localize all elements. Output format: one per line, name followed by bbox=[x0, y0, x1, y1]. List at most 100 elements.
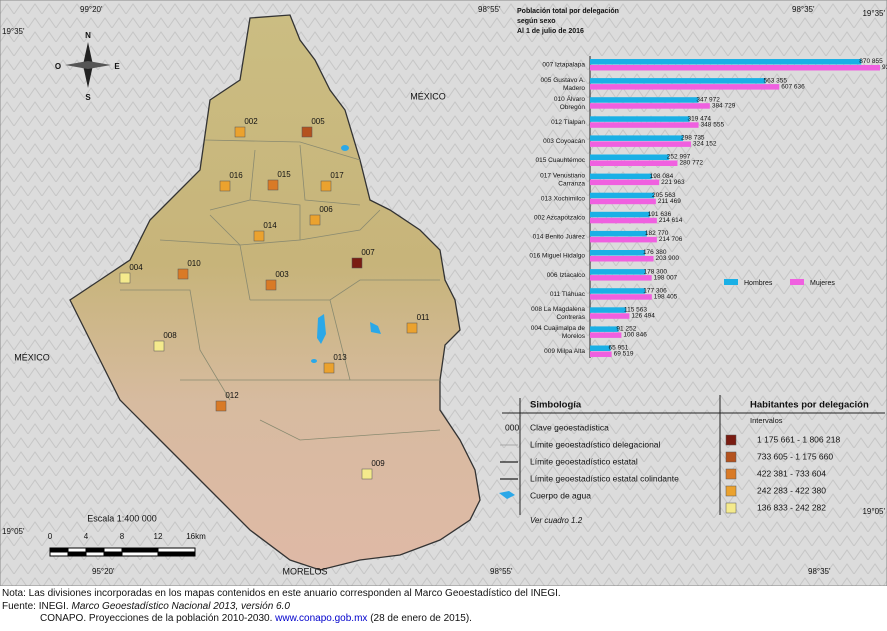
value-label: 930 990 bbox=[882, 64, 887, 71]
population-symbol bbox=[267, 179, 279, 191]
population-symbol bbox=[361, 468, 373, 480]
source-link[interactable]: www.conapo.gob.mx bbox=[275, 613, 368, 624]
value-label: 115 563 bbox=[624, 307, 647, 314]
legend-swatch bbox=[724, 279, 738, 285]
bar bbox=[590, 192, 655, 199]
legend-label: Clave geoestadística bbox=[530, 422, 609, 432]
population-symbol bbox=[253, 230, 265, 242]
chart-title: según sexo bbox=[517, 18, 556, 25]
bar bbox=[590, 351, 612, 357]
delegation-code: 002 bbox=[244, 117, 258, 126]
chart-title: Población total por delegación bbox=[517, 8, 619, 15]
value-label: 280 772 bbox=[679, 160, 703, 167]
value-label: 324 152 bbox=[693, 141, 717, 148]
water-bodies bbox=[311, 145, 381, 363]
legend-label: Hombres bbox=[744, 280, 773, 287]
scale-tick: 4 bbox=[84, 532, 89, 541]
delegation-code: 007 bbox=[361, 248, 375, 257]
bar bbox=[590, 307, 626, 313]
delegation-code: 011 bbox=[417, 313, 430, 322]
legend-label: Límite geoestadístico estatal bbox=[530, 456, 638, 466]
coordinate-label: 95°20' bbox=[92, 567, 115, 576]
source: Fuente: INEGI. Marco Geoestadístico Naci… bbox=[2, 601, 561, 614]
population-symbol bbox=[177, 268, 189, 280]
delegation-code: 006 bbox=[319, 205, 333, 214]
category-label: 002 Azcapotzalco bbox=[534, 215, 585, 222]
footer: Nota: Las divisiones incorporadas en los… bbox=[2, 588, 561, 626]
bar bbox=[590, 256, 654, 262]
value-label: 191 636 bbox=[648, 211, 672, 218]
place-label: MORELOS bbox=[282, 566, 327, 576]
bar bbox=[590, 135, 684, 141]
source: CONAPO. Proyecciones de la población 201… bbox=[2, 613, 561, 626]
category-label: 012 Tlalpan bbox=[551, 119, 585, 126]
value-label: 347 972 bbox=[696, 96, 720, 103]
compass-letter: O bbox=[55, 62, 61, 71]
scale-tick: 16km bbox=[186, 532, 206, 541]
population-symbol bbox=[301, 126, 313, 138]
value-label: 198 084 bbox=[650, 173, 674, 180]
compass-letter: S bbox=[85, 93, 91, 102]
bar bbox=[590, 269, 646, 275]
scale-tick: 0 bbox=[48, 532, 53, 541]
value-label: 319 474 bbox=[688, 116, 712, 123]
compass bbox=[65, 42, 111, 88]
coordinate-label: 98°35' bbox=[792, 5, 815, 14]
population-symbol bbox=[309, 214, 321, 226]
category-label: Contreras bbox=[556, 314, 585, 321]
value-label: 607 636 bbox=[781, 83, 805, 90]
bar bbox=[590, 236, 657, 243]
delegation-code: 014 bbox=[263, 221, 277, 230]
bar bbox=[590, 230, 647, 237]
legend-label: Cuerpo de agua bbox=[530, 490, 591, 500]
population-symbol bbox=[351, 257, 363, 269]
category-label: 008 La Magdalena bbox=[531, 306, 585, 313]
bar bbox=[590, 275, 652, 281]
value-label: 176 380 bbox=[643, 249, 667, 256]
place-label: MÉXICO bbox=[410, 91, 446, 101]
bar bbox=[590, 288, 646, 294]
category-label: 015 Cuauhtémoc bbox=[535, 157, 585, 164]
bar bbox=[590, 84, 780, 90]
delegation-code: 004 bbox=[129, 263, 143, 272]
value-label: 298 735 bbox=[681, 135, 705, 142]
value-label: 205 563 bbox=[652, 192, 676, 199]
delegation-code: 009 bbox=[371, 459, 385, 468]
category-label: 017 Venustiano bbox=[540, 172, 585, 179]
bar bbox=[590, 211, 650, 218]
scale-bar bbox=[49, 547, 196, 557]
coordinate-label: 99°20' bbox=[80, 5, 103, 14]
value-label: 65 951 bbox=[609, 345, 629, 352]
legend-label: 242 283 - 422 380 bbox=[757, 485, 826, 495]
category-label: 005 Gustavo A. bbox=[541, 77, 586, 84]
legend-swatch bbox=[790, 279, 804, 285]
delegation-code: 016 bbox=[229, 171, 243, 180]
place-label: MÉXICO bbox=[14, 352, 50, 362]
category-label: 007 Iztapalapa bbox=[542, 62, 585, 69]
value-label: 203 900 bbox=[656, 255, 680, 262]
category-label: 003 Coyoacán bbox=[543, 138, 585, 145]
legend-swatch bbox=[725, 434, 737, 446]
legend-title: Simbología bbox=[530, 400, 582, 411]
scale-tick: 8 bbox=[120, 532, 125, 541]
value-label: 221 963 bbox=[661, 179, 685, 186]
delegation-code: 008 bbox=[163, 331, 177, 340]
legend-subtitle: Intervalos bbox=[750, 416, 783, 425]
bar-chart: Población total por delegación según sexo… bbox=[517, 8, 887, 358]
delegation-code: 005 bbox=[311, 117, 325, 126]
value-label: 252 997 bbox=[667, 154, 691, 161]
bar bbox=[590, 122, 699, 128]
value-label: 348 555 bbox=[701, 122, 725, 129]
value-label: 870 855 bbox=[859, 58, 883, 65]
chart-title: Al 1 de julio de 2016 bbox=[517, 28, 584, 35]
category-label: Carranza bbox=[558, 180, 585, 187]
bar bbox=[590, 78, 766, 84]
legend-label: 422 381 - 733 604 bbox=[757, 468, 826, 478]
category-label: 011 Tláhuac bbox=[550, 291, 586, 298]
delegation-code: 017 bbox=[330, 171, 344, 180]
coordinate-label: 19°05' bbox=[862, 507, 885, 516]
bar bbox=[590, 250, 645, 256]
compass-letter: E bbox=[114, 62, 120, 71]
population-symbol bbox=[153, 340, 165, 352]
source-text: CONAPO. Proyecciones de la población 201… bbox=[40, 613, 276, 624]
